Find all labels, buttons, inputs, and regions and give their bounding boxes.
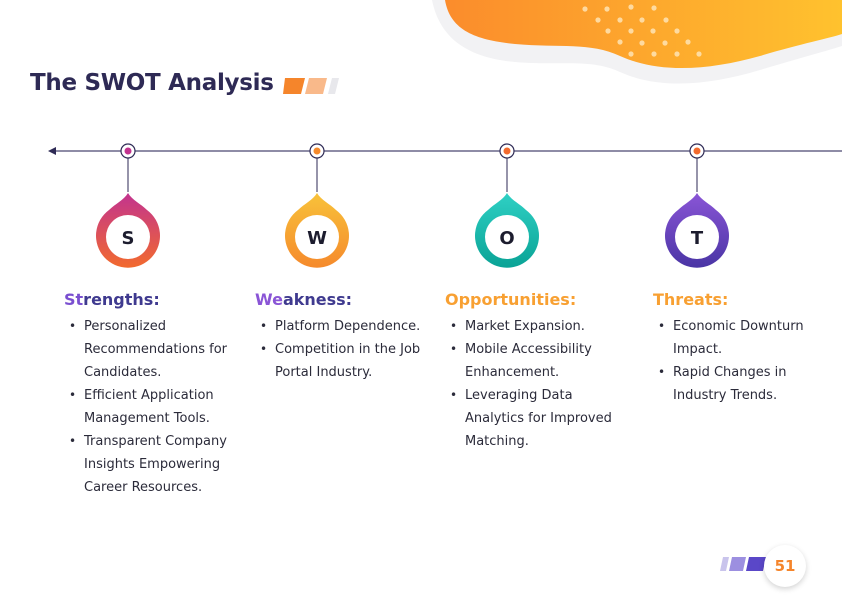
opportunities-list: Market Expansion. Mobile Accessibility E… [445, 315, 625, 453]
pin-strengths: S [95, 143, 160, 268]
page-number-badge: 51 [764, 545, 806, 587]
threats-column: Threats: Economic Downturn Impact. Rapid… [653, 290, 823, 407]
list-item: Rapid Changes in Industry Trends. [653, 361, 823, 407]
opportunities-heading: Opportunities: [445, 290, 625, 309]
letter-w: W [307, 228, 327, 249]
swot-timeline: S W O T [48, 143, 842, 268]
list-item: Mobile Accessibility Enhancement. [445, 338, 625, 384]
strengths-column: Strengths: Personalized Recommendations … [64, 290, 254, 499]
timeline-arrow-icon [48, 147, 56, 155]
title-decoration [283, 78, 339, 94]
list-item: Market Expansion. [445, 315, 625, 338]
weakness-heading: Weakness: [255, 290, 435, 309]
strengths-list: Personalized Recommendations for Candida… [64, 315, 254, 499]
pin-threats: T [665, 143, 729, 268]
list-item: Personalized Recommendations for Candida… [64, 315, 254, 384]
pin-opportunities: O [475, 143, 539, 268]
list-item: Efficient Application Management Tools. [64, 384, 254, 430]
letter-t: T [691, 228, 704, 249]
threats-heading-lead: Threats: [653, 290, 729, 309]
list-item: Competition in the Job Portal Industry. [255, 338, 435, 384]
list-item: Leveraging Data Analytics for Improved M… [445, 384, 625, 453]
pin-weakness: W [285, 143, 349, 268]
letter-s: S [122, 228, 135, 249]
opportunities-column: Opportunities: Market Expansion. Mobile … [445, 290, 625, 453]
list-item: Economic Downturn Impact. [653, 315, 823, 361]
weakness-heading-rest: akness: [282, 290, 353, 309]
weakness-column: Weakness: Platform Dependence. Competiti… [255, 290, 435, 384]
strengths-heading-lead: St [64, 290, 84, 309]
letter-o: O [499, 228, 514, 249]
opportunities-heading-lead: Opportunities: [445, 290, 577, 309]
threats-list: Economic Downturn Impact. Rapid Changes … [653, 315, 823, 407]
strengths-heading: Strengths: [64, 290, 254, 309]
weakness-list: Platform Dependence. Competition in the … [255, 315, 435, 384]
threats-heading: Threats: [653, 290, 823, 309]
list-item: Transparent Company Insights Empowering … [64, 430, 254, 499]
page-title: The SWOT Analysis [30, 70, 274, 96]
strengths-heading-rest: rengths: [83, 290, 160, 309]
weakness-heading-lead: We [255, 290, 283, 309]
page-number-decoration [720, 557, 766, 571]
list-item: Platform Dependence. [255, 315, 435, 338]
